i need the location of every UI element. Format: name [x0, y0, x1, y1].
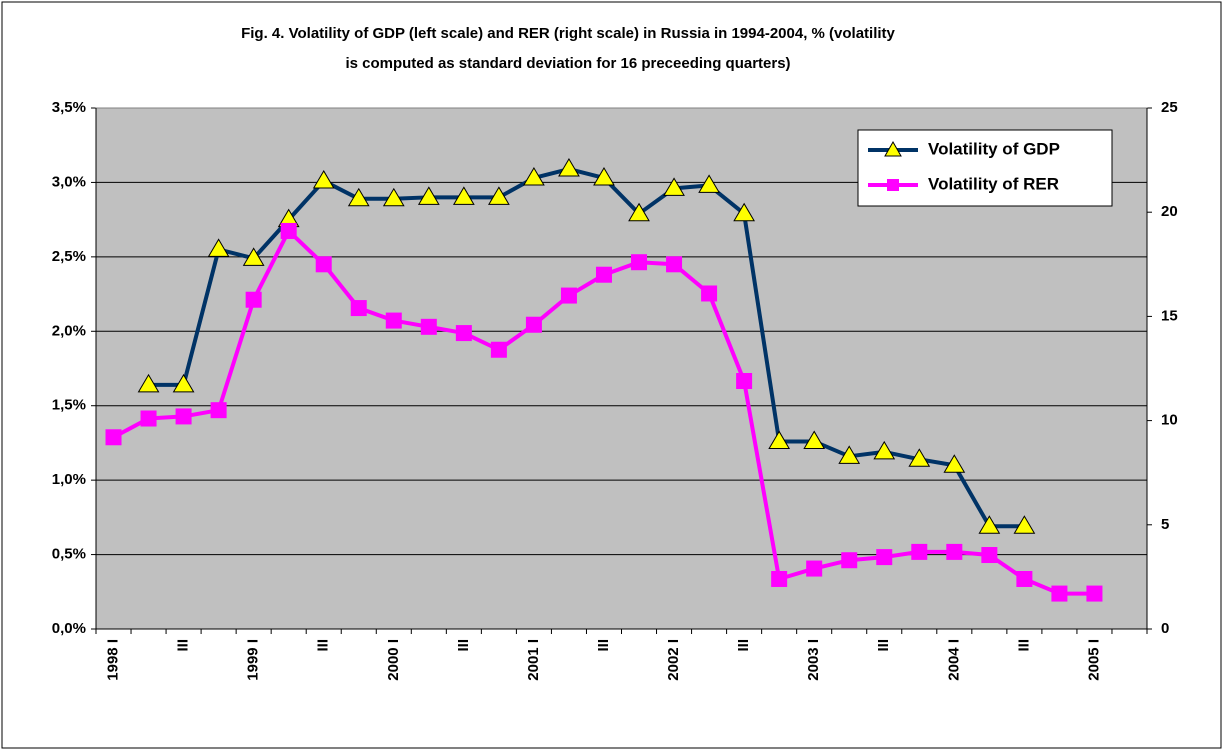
legend-label: Volatility of GDP [928, 139, 1060, 158]
marker [140, 410, 157, 427]
y2-tick-label: 15 [1161, 307, 1178, 324]
marker [245, 291, 262, 308]
x-tick-label: III [595, 639, 612, 652]
marker [768, 430, 791, 449]
legend-marker [884, 140, 902, 157]
marker [455, 325, 472, 342]
marker [803, 430, 826, 449]
x-tick-label: 1998 I [104, 639, 121, 681]
marker [736, 373, 753, 390]
y2-tick-label: 10 [1161, 412, 1178, 429]
marker [105, 429, 122, 446]
marker [911, 543, 928, 560]
x-tick-label: 2005 I [1085, 639, 1102, 681]
x-tick-label: III [315, 639, 332, 652]
x-tick-label: III [175, 639, 192, 652]
marker [806, 560, 823, 577]
marker [207, 238, 230, 257]
x-tick-label: III [455, 639, 472, 652]
marker [873, 440, 896, 460]
marker [1086, 585, 1103, 602]
marker [666, 256, 683, 273]
marker [1013, 515, 1036, 534]
marker [347, 187, 370, 207]
y-tick-label: 3,5% [52, 99, 86, 116]
y-tick-label: 2,0% [52, 322, 86, 339]
marker [350, 300, 367, 317]
y2-tick-label: 20 [1161, 203, 1178, 220]
y-tick-label: 1,5% [52, 397, 86, 414]
x-tick-label: 2002 I [665, 639, 682, 681]
y2-tick-label: 0 [1161, 620, 1169, 637]
y-tick-label: 0,0% [52, 620, 86, 637]
marker [663, 177, 685, 196]
chart-title: is computed as standard deviation for 16… [345, 55, 790, 72]
marker [315, 256, 332, 273]
legend-label: Volatility of RER [928, 174, 1059, 193]
marker [701, 285, 718, 302]
marker [1051, 585, 1068, 602]
y-tick-label: 0,5% [52, 546, 86, 563]
marker [558, 158, 580, 177]
y2-tick-label: 25 [1161, 99, 1178, 116]
x-tick-label: 2004 I [945, 639, 962, 681]
y-tick-label: 2,5% [52, 248, 86, 265]
marker [946, 543, 963, 560]
marker [1016, 570, 1033, 587]
x-tick-label: 2000 I [385, 639, 402, 681]
marker [981, 547, 998, 564]
marker [523, 166, 545, 186]
marker [172, 373, 195, 393]
marker [417, 186, 440, 205]
legend-marker [887, 179, 899, 191]
y-tick-label: 1,0% [52, 471, 86, 488]
marker [908, 448, 931, 467]
marker [382, 187, 405, 207]
marker [210, 402, 227, 419]
marker [978, 515, 1001, 534]
x-tick-label: 2003 I [805, 639, 822, 681]
marker [943, 454, 966, 473]
marker [733, 202, 755, 222]
marker [593, 166, 615, 186]
marker [771, 570, 788, 587]
marker [490, 341, 507, 358]
marker [137, 373, 160, 393]
marker [312, 169, 335, 189]
marker [452, 186, 475, 205]
x-tick-label: III [1015, 639, 1032, 652]
chart-title: Fig. 4. Volatility of GDP (left scale) a… [241, 25, 895, 42]
legend [857, 129, 1113, 207]
marker [420, 318, 437, 335]
x-tick-label: III [735, 639, 752, 652]
marker [628, 202, 650, 222]
marker [280, 222, 297, 239]
marker [525, 316, 542, 333]
marker [385, 312, 402, 329]
y2-tick-label: 5 [1161, 516, 1169, 533]
marker [175, 408, 192, 425]
y-tick-label: 3,0% [52, 173, 86, 190]
marker [838, 445, 861, 464]
marker [488, 186, 510, 205]
marker [876, 549, 893, 566]
marker [595, 266, 612, 283]
x-tick-label: 1999 I [245, 639, 262, 681]
marker [242, 247, 265, 266]
marker [841, 552, 858, 569]
x-tick-label: III [875, 639, 892, 652]
marker [698, 174, 720, 193]
marker [560, 287, 577, 304]
x-tick-label: 2001 I [525, 639, 542, 681]
marker [631, 254, 648, 271]
